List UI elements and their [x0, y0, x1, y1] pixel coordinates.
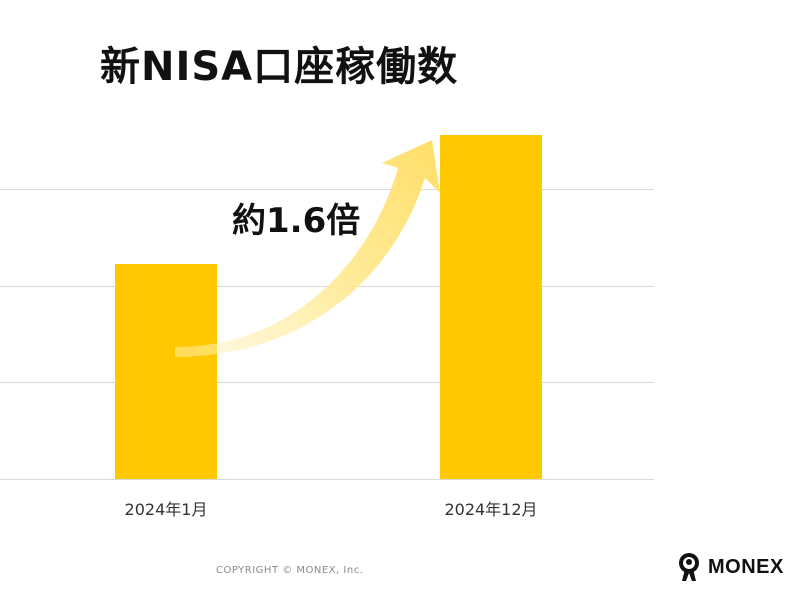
- bars: [115, 135, 542, 479]
- logo-wordmark: MONEX: [708, 555, 784, 578]
- gridlines: [0, 189, 654, 480]
- bar-jan-2024: [115, 264, 217, 479]
- monex-logo: MONEX: [676, 552, 784, 582]
- monex-logo-icon: [679, 553, 699, 581]
- bar-dec-2024: [440, 135, 542, 479]
- x-tick-label: 2024年12月: [444, 500, 537, 519]
- ratio-annotation: 約1.6倍: [232, 201, 360, 241]
- copyright-text: COPYRIGHT © MONEX, Inc.: [216, 565, 364, 576]
- chart-title: 新NISA口座稼働数: [100, 44, 459, 90]
- x-tick-label: 2024年1月: [125, 500, 208, 519]
- x-tick-labels: 2024年1月 2024年12月: [125, 500, 538, 519]
- growth-arrow: [175, 140, 440, 357]
